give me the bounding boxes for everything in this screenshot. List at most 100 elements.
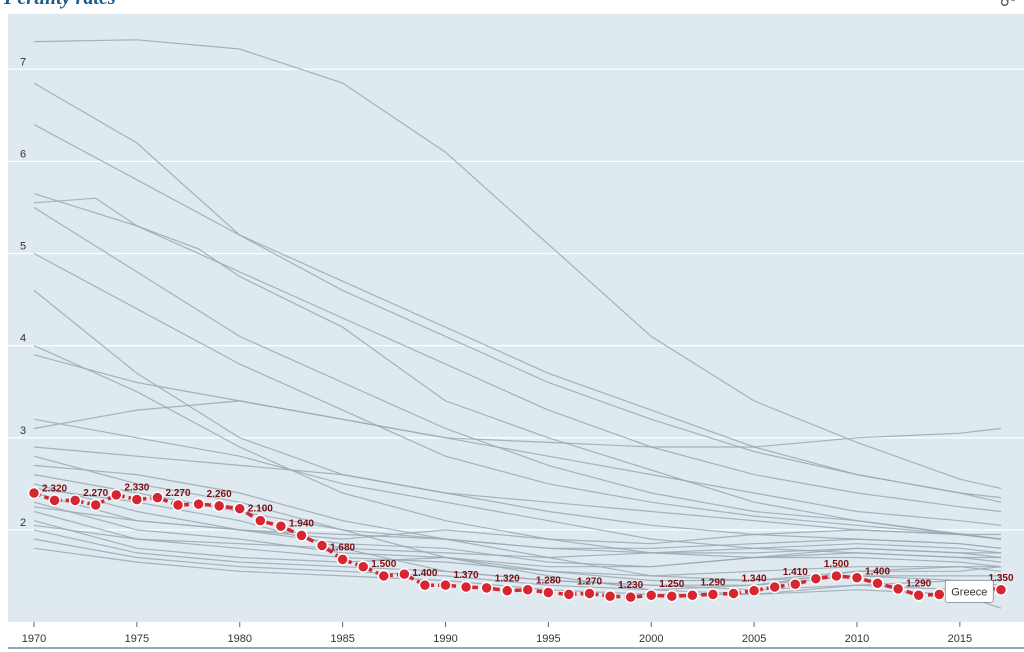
- x-tick-1980: 1980: [228, 633, 252, 645]
- tooltip-series-name: Greece: [951, 586, 987, 598]
- data-label-2005: 1.340: [742, 574, 767, 585]
- data-point-1976[interactable]: [151, 491, 164, 504]
- data-point-2017[interactable]: [994, 583, 1008, 597]
- data-point-2013[interactable]: [912, 589, 925, 602]
- data-point-1975[interactable]: [130, 493, 144, 506]
- data-label-1999: 1.230: [618, 580, 643, 591]
- data-point-2001[interactable]: [665, 589, 679, 603]
- data-point-2010[interactable]: [850, 571, 864, 585]
- data-point-1973[interactable]: [89, 498, 102, 512]
- data-label-2003: 1.290: [700, 577, 725, 588]
- background-series-line-15: [33, 538, 1002, 591]
- data-point-1974[interactable]: [110, 488, 123, 502]
- x-tick-2010: 2010: [845, 633, 869, 645]
- data-label-2017: 1.350: [988, 573, 1013, 584]
- x-tick-1995: 1995: [536, 633, 560, 645]
- data-label-1987: 1.500: [371, 559, 396, 570]
- background-series-line-0: [33, 39, 1002, 489]
- background-series-line-24: [33, 524, 1002, 577]
- data-point-1984[interactable]: [315, 539, 329, 552]
- data-point-1997[interactable]: [583, 587, 596, 600]
- data-point-2000[interactable]: [644, 589, 658, 602]
- data-point-2006[interactable]: [768, 580, 781, 594]
- data-label-1993: 1.320: [495, 574, 520, 585]
- data-point-1970[interactable]: [27, 486, 41, 500]
- data-label-1981: 2.100: [248, 504, 273, 515]
- data-label-1977: 2.270: [166, 488, 191, 499]
- data-point-1979[interactable]: [212, 499, 226, 513]
- background-series-line-5: [33, 206, 1002, 540]
- x-tick-1970: 1970: [22, 633, 46, 645]
- data-label-1971: 2.320: [42, 483, 67, 494]
- data-label-1973: 2.270: [83, 488, 108, 499]
- data-point-1987[interactable]: [377, 569, 391, 583]
- data-point-1988[interactable]: [398, 567, 411, 581]
- axes: 2 3 4 5 6 7 1970 1975 1980 1985 1990 1995 2000 2005 20…: [8, 56, 1024, 649]
- data-label-1991: 1.370: [454, 570, 479, 581]
- x-tick-1990: 1990: [433, 633, 457, 645]
- data-point-1993[interactable]: [500, 584, 514, 597]
- data-label-1983: 1.940: [289, 518, 314, 529]
- data-point-2012[interactable]: [891, 582, 905, 596]
- tooltip-box: [944, 579, 994, 603]
- background-series-line-9: [33, 400, 1002, 448]
- background-series-line-4: [33, 197, 1002, 540]
- data-label-1975: 2.330: [124, 482, 149, 493]
- data-point-2011[interactable]: [871, 577, 884, 590]
- data-label-2001: 1.250: [659, 579, 684, 590]
- data-point-1999[interactable]: [624, 590, 637, 604]
- data-point-1998[interactable]: [603, 589, 617, 603]
- data-point-1977[interactable]: [171, 498, 185, 512]
- background-series-line-21: [33, 455, 1001, 596]
- background-series-line-23: [33, 487, 1001, 586]
- data-label-2011: 1.400: [865, 566, 890, 577]
- data-point-2007[interactable]: [789, 577, 802, 591]
- data-label-1979: 2.260: [207, 489, 232, 500]
- data-point-1985[interactable]: [336, 553, 349, 566]
- x-tick-1985: 1985: [330, 633, 354, 645]
- background-series-line-26: [33, 345, 1002, 568]
- chart-title: Fertility rates: [4, 0, 116, 10]
- y-tick-7: 7: [20, 56, 26, 68]
- data-point-2009[interactable]: [830, 569, 843, 583]
- data-point-1989[interactable]: [418, 578, 432, 592]
- data-label-2007: 1.410: [783, 567, 808, 578]
- data-label-1985: 1.680: [330, 542, 355, 553]
- data-point-1986[interactable]: [356, 560, 370, 573]
- background-series-line-22: [33, 506, 1002, 559]
- data-point-2014[interactable]: [933, 588, 946, 601]
- data-point-1980[interactable]: [233, 502, 246, 515]
- data-point-1996[interactable]: [562, 588, 576, 601]
- x-tick-2015: 2015: [948, 633, 972, 645]
- background-series-line-6: [33, 252, 1002, 540]
- data-point-1981[interactable]: [254, 514, 267, 527]
- data-point-1983[interactable]: [295, 529, 308, 542]
- data-point-2002[interactable]: [686, 589, 699, 602]
- background-series-line-2: [33, 123, 1002, 503]
- x-tick-1975: 1975: [125, 633, 149, 645]
- data-point-2005[interactable]: [747, 584, 761, 597]
- data-point-1972[interactable]: [68, 494, 82, 507]
- data-point-2004[interactable]: [727, 587, 740, 600]
- data-point-1992[interactable]: [480, 581, 493, 595]
- data-point-1995[interactable]: [542, 586, 555, 599]
- background-series-line-8: [33, 354, 1002, 526]
- background-series-group: [33, 39, 1002, 609]
- share-icon[interactable]: ☍: [999, 0, 1018, 10]
- highlight-series-group[interactable]: 2.320 2.270 2.330 2.270 2.260 2.100 1.940 1.680…: [27, 482, 1014, 604]
- data-point-1971[interactable]: [48, 494, 61, 507]
- x-tick-2005: 2005: [742, 633, 766, 645]
- y-tick-2: 2: [20, 517, 26, 529]
- y-tick-5: 5: [20, 241, 26, 253]
- data-label-1997: 1.270: [577, 576, 602, 587]
- data-point-1978[interactable]: [192, 497, 205, 511]
- y-tick-6: 6: [20, 148, 26, 160]
- data-point-1994[interactable]: [521, 583, 535, 597]
- data-point-2008[interactable]: [809, 572, 823, 585]
- data-point-1982[interactable]: [274, 519, 288, 533]
- data-point-2003[interactable]: [706, 588, 720, 601]
- data-point-1990[interactable]: [439, 578, 452, 592]
- y-tick-3: 3: [20, 425, 26, 437]
- data-point-1991[interactable]: [459, 580, 473, 594]
